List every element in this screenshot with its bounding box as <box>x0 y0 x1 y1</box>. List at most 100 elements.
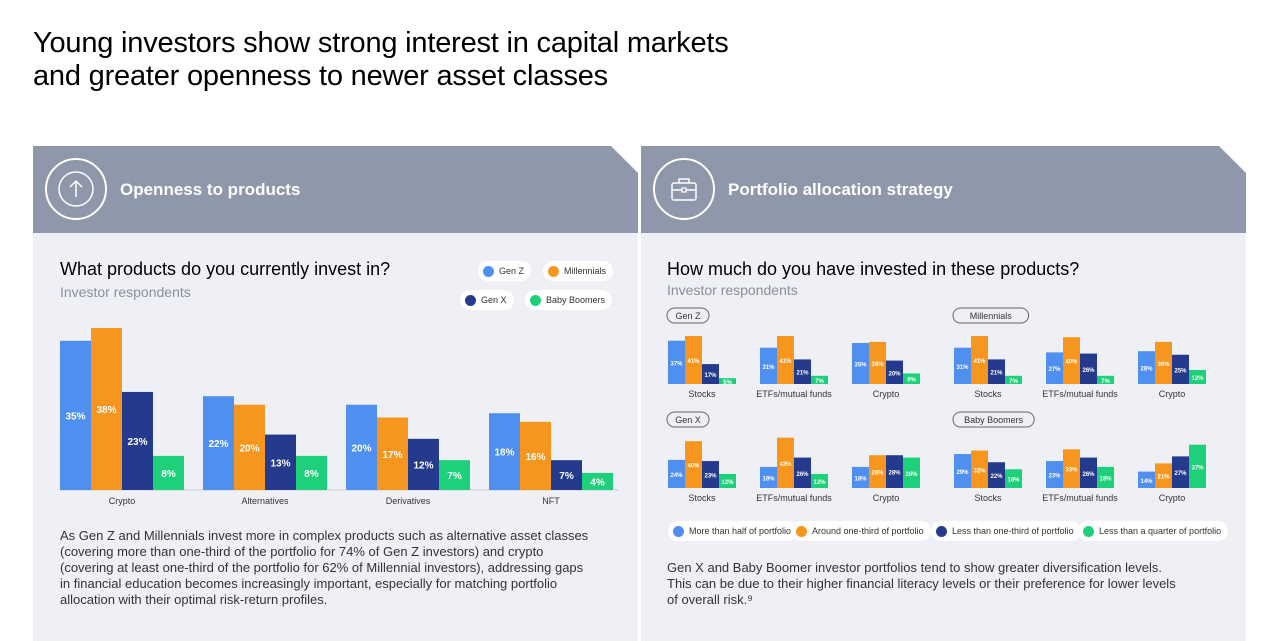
bar-value-label: 21% <box>990 371 1003 377</box>
paragraph-line: Gen X and Baby Boomer investor portfolio… <box>667 560 1162 575</box>
bar-value-label: 35% <box>65 411 85 422</box>
legend-item-gen-z: Gen Z <box>478 261 532 281</box>
bar <box>346 404 377 490</box>
allocation-paragraph: Gen X and Baby Boomer investor portfolio… <box>667 560 1227 608</box>
legend-dot-less-than-one-third <box>936 525 947 537</box>
bar-value-label: 32% <box>973 468 986 474</box>
legend-item-less-than-one-third: Less than one-third of portfolio <box>931 521 1081 541</box>
bar <box>1172 456 1189 488</box>
allocation-question-title: How much do you have invested in these p… <box>667 259 1080 279</box>
bar <box>153 455 184 490</box>
legend-label: Millennials <box>564 266 607 276</box>
bar <box>886 360 903 384</box>
group-label-pill <box>666 411 710 428</box>
allocation-panel: Portfolio allocation strategy How much d… <box>641 146 1246 641</box>
paragraph-line: allocation with their optimal risk-retur… <box>60 592 328 607</box>
bar <box>1005 469 1022 488</box>
bar <box>794 457 811 488</box>
legend-label: More than half of portfolio <box>689 526 792 536</box>
bar <box>886 455 903 488</box>
bar-value-label: 7% <box>447 471 462 482</box>
bar-value-label: 28% <box>871 471 884 477</box>
bar <box>852 343 869 384</box>
bar-value-label: 41% <box>779 359 792 365</box>
group-label-pill <box>952 411 1035 428</box>
bar <box>954 347 971 384</box>
bar <box>60 340 91 490</box>
products-question-subtitle: Investor respondents <box>60 284 191 300</box>
bar-value-label: 43% <box>779 462 792 468</box>
legend-dot-baby-boomers <box>530 294 541 306</box>
bar <box>1138 351 1155 384</box>
bar <box>988 462 1005 488</box>
legend-dot-more-than-half <box>673 525 684 537</box>
bar-value-label: 8% <box>161 469 176 480</box>
bar-value-label: 18% <box>1099 476 1112 482</box>
bar <box>1155 341 1172 384</box>
bar-value-label: 12% <box>1191 376 1204 382</box>
x-tick-label: Stocks <box>688 493 716 503</box>
bar <box>1046 461 1063 488</box>
bar <box>852 466 869 488</box>
x-tick-label: Alternatives <box>241 496 289 506</box>
products-bar-chart: 35% 38% 23% 8% Crypto 22% 20% 13% 8% Alternatives… <box>60 328 618 506</box>
bar-value-label: 7% <box>1101 379 1110 385</box>
x-tick-label: Stocks <box>974 389 1002 399</box>
bar-value-label: 23% <box>1048 474 1061 480</box>
bar-value-label: 21% <box>1157 475 1170 481</box>
x-tick-label: ETFs/mutual funds <box>1042 493 1118 503</box>
bar <box>702 364 719 384</box>
bar-value-label: 26% <box>1082 368 1095 374</box>
x-tick-label: Crypto <box>109 496 136 506</box>
bar-value-label: 28% <box>888 471 901 477</box>
bar <box>122 391 153 490</box>
bar <box>1005 375 1022 384</box>
bar <box>685 441 702 488</box>
bar <box>777 437 794 488</box>
bar-value-label: 21% <box>796 371 809 377</box>
bar-value-label: 31% <box>956 365 969 371</box>
bar <box>777 336 794 384</box>
legend-label: Baby Boomers <box>546 295 606 305</box>
bar-value-label: 12% <box>721 480 734 486</box>
legend-item-around-one-third: Around one-third of portfolio <box>791 521 931 541</box>
bar <box>719 378 736 384</box>
bar <box>903 373 920 384</box>
page-title-line-2: and greater openness to newer asset clas… <box>33 60 608 92</box>
page-title-line-1: Young investors show strong interest in … <box>33 27 729 59</box>
bar <box>296 455 327 490</box>
bar <box>1189 444 1206 488</box>
x-tick-label: NFT <box>542 496 560 506</box>
bar-value-label: 23% <box>704 474 717 480</box>
bar-value-label: 24% <box>670 473 683 479</box>
bar-value-label: 14% <box>1140 479 1153 485</box>
group-label: Millennials <box>970 311 1013 321</box>
legend-dot-less-than-quarter <box>1083 525 1094 537</box>
bar-value-label: 33% <box>1065 468 1078 474</box>
legend-item-less-than-quarter: Less than a quarter of portfolio <box>1078 521 1229 541</box>
bar <box>869 455 886 488</box>
bar <box>760 347 777 384</box>
bar-value-label: 17% <box>704 373 717 379</box>
x-tick-label: Crypto <box>1159 493 1186 503</box>
allocation-panel-header: Portfolio allocation strategy <box>641 146 1246 233</box>
legend-dot-millennials <box>548 265 559 277</box>
bar <box>234 404 265 490</box>
x-tick-label: Crypto <box>873 389 900 399</box>
bar-value-label: 17% <box>382 450 402 461</box>
bar-value-label: 7% <box>559 471 574 482</box>
paragraph-line: of overall risk.⁹ <box>667 592 753 607</box>
bar-value-label: 40% <box>687 464 700 470</box>
bar-value-label: 12% <box>413 460 433 471</box>
legend-item-baby-boomers: Baby Boomers <box>525 290 613 310</box>
bar <box>1080 457 1097 488</box>
bar <box>954 454 971 488</box>
group-label: Baby Boomers <box>964 415 1024 425</box>
bar <box>988 359 1005 384</box>
x-tick-label: ETFs/mutual funds <box>756 493 832 503</box>
bar-value-label: 29% <box>956 470 969 476</box>
bar-value-label: 25% <box>1174 368 1187 374</box>
bar <box>1097 466 1114 488</box>
bar <box>1172 354 1189 384</box>
bar <box>869 341 886 384</box>
